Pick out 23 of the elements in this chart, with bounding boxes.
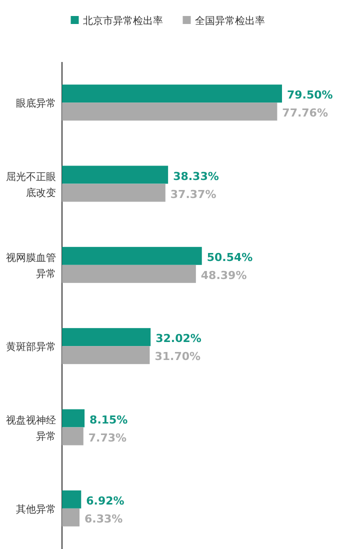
category-label: 屈光不正眼	[6, 172, 56, 183]
legend-label: 全国异常检出率	[194, 16, 265, 27]
data-label: 6.33%	[84, 512, 123, 526]
data-label: 48.39%	[200, 268, 247, 282]
data-label: 31.70%	[154, 350, 201, 364]
data-label: 8.15%	[90, 413, 128, 426]
data-label: 38.33%	[173, 170, 219, 183]
data-label: 32.02%	[156, 332, 202, 346]
category-label: 视网膜血管	[6, 252, 56, 264]
category-label: 眼底异常	[16, 98, 56, 110]
category-label: 视盘视神经	[6, 415, 56, 426]
data-label: 37.37%	[170, 188, 216, 201]
category-label: 底改变	[26, 188, 56, 199]
category-label: 异常	[36, 268, 56, 280]
data-label: 79.50%	[287, 88, 333, 102]
category-label: 黄斑部异常	[6, 342, 56, 354]
category-label: 其他异常	[16, 504, 56, 516]
data-label: 7.73%	[88, 431, 127, 444]
category-label: 异常	[36, 431, 56, 442]
legend-label: 北京市异常检出率	[82, 16, 163, 27]
data-label: 77.76%	[282, 106, 328, 120]
data-label: 6.92%	[86, 494, 124, 508]
data-label: 50.54%	[206, 250, 253, 264]
